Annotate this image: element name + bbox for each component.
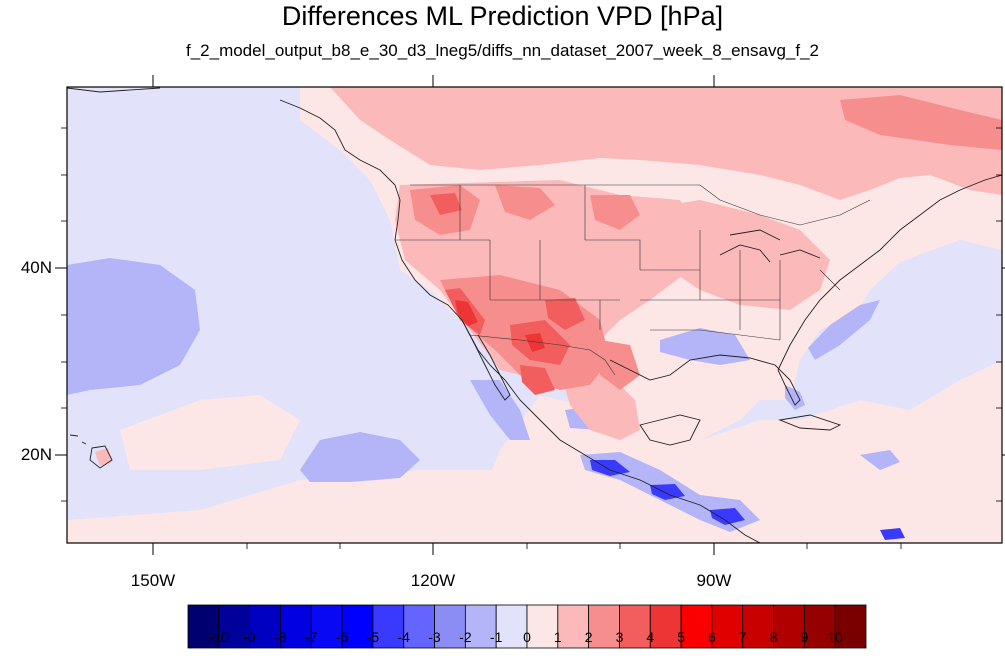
region-blue-pacific-south <box>300 432 420 482</box>
region-blue-caribbean <box>860 450 900 470</box>
region-dblue-3 <box>710 508 745 525</box>
colorbar-box <box>588 604 620 649</box>
lon-label-90w: 90W <box>696 571 732 590</box>
region-red4-mexico <box>520 365 555 395</box>
lon-label-120w: 120W <box>410 571 456 590</box>
colorbar-label: 0 <box>523 629 531 645</box>
colorbar-box <box>834 604 867 649</box>
region-red5-socal <box>455 300 478 326</box>
border-us-canada <box>410 184 871 226</box>
colorbar-label: -6 <box>335 629 349 645</box>
colorbar-box <box>619 604 651 649</box>
colorbar-label: -3 <box>428 629 441 645</box>
coastline-west <box>394 184 761 543</box>
difference-field <box>67 87 1002 543</box>
colorbar-label: 10 <box>827 629 843 645</box>
colorbar-label: -7 <box>305 629 318 645</box>
coastline-hawaii <box>69 434 113 469</box>
coastlines <box>67 87 1002 543</box>
colorbar-box <box>464 604 497 649</box>
region-dblue-4 <box>880 528 905 540</box>
colorbar-label: -5 <box>366 629 380 645</box>
colorbar-label: -10 <box>208 629 229 645</box>
region-red4-newmexico <box>545 298 585 330</box>
colorbar <box>187 604 867 649</box>
colorbar-label: -4 <box>397 629 410 645</box>
coastline-gulf <box>609 354 801 406</box>
region-pink-hawaii-band <box>120 395 300 470</box>
colorbar-box <box>280 604 312 649</box>
colorbar-box <box>495 604 528 649</box>
region-pink2-canada <box>330 87 1002 200</box>
region-red3-dakota <box>590 195 640 230</box>
region-red5-arizona <box>525 333 545 352</box>
colorbar-box <box>803 604 836 649</box>
coastline-cuba <box>778 414 842 431</box>
coastline-east <box>777 174 1002 371</box>
colorbar-box <box>341 604 374 649</box>
coastline-yucatan <box>639 414 701 446</box>
colorbar-box <box>649 604 682 649</box>
colorbar-label: 1 <box>553 629 562 645</box>
colorbar-label: -9 <box>243 629 256 645</box>
region-pink-southwest <box>67 470 520 543</box>
region-blue-baja <box>470 380 530 440</box>
colorbar-box <box>249 604 281 649</box>
colorbar-box <box>557 604 590 649</box>
lon-label-150w: 150W <box>130 571 176 590</box>
coastline-greatlakes <box>719 229 821 263</box>
region-blue-pacific-west <box>67 258 200 395</box>
border-us-mexico <box>469 334 616 376</box>
colorbar-box <box>773 604 805 649</box>
region-red3-canada <box>840 95 1002 150</box>
colorbar-label: 7 <box>738 629 747 645</box>
map-title: Differences ML Prediction VPD [hPa] <box>281 1 724 31</box>
colorbar-label: 3 <box>615 629 624 645</box>
colorbar-label: 5 <box>677 629 685 645</box>
colorbar-box <box>218 604 251 649</box>
colorbar-label: 6 <box>707 629 716 645</box>
colorbar-label: -1 <box>489 629 503 645</box>
lat-label-40n: 40N <box>20 258 52 277</box>
colorbar-box <box>711 604 744 649</box>
region-pink2-usa-west <box>395 180 700 380</box>
region-dblue-2 <box>650 484 685 500</box>
lat-label-20n: 20N <box>20 445 52 464</box>
region-red3-montana <box>495 185 555 220</box>
region-blue-atlantic <box>808 300 880 360</box>
colorbar-label: 2 <box>584 629 593 645</box>
coastline-alaska <box>67 87 396 186</box>
region-blue-florida <box>785 385 805 410</box>
minor-ticks <box>61 127 1002 549</box>
state-borders <box>395 184 871 376</box>
colorbar-label: 8 <box>769 629 778 645</box>
axis-ticks <box>55 75 1005 555</box>
colorbar-box <box>680 604 713 649</box>
colorbar-box <box>434 604 466 649</box>
region-red4-idaho <box>430 193 462 215</box>
colorbar-label: -8 <box>274 629 287 645</box>
coastline-baja <box>461 319 511 401</box>
colorbar-label: 4 <box>646 629 655 645</box>
colorbar-label: -2 <box>459 629 472 645</box>
colorbar-label: 9 <box>800 629 809 645</box>
region-pink-tropics <box>480 360 1002 543</box>
colorbar-box <box>526 604 559 649</box>
region-pink2-usa-plains <box>640 200 830 310</box>
map-subtitle: f_2_model_output_b8_e_30_d3_lneg5/diffs_… <box>185 41 820 60</box>
